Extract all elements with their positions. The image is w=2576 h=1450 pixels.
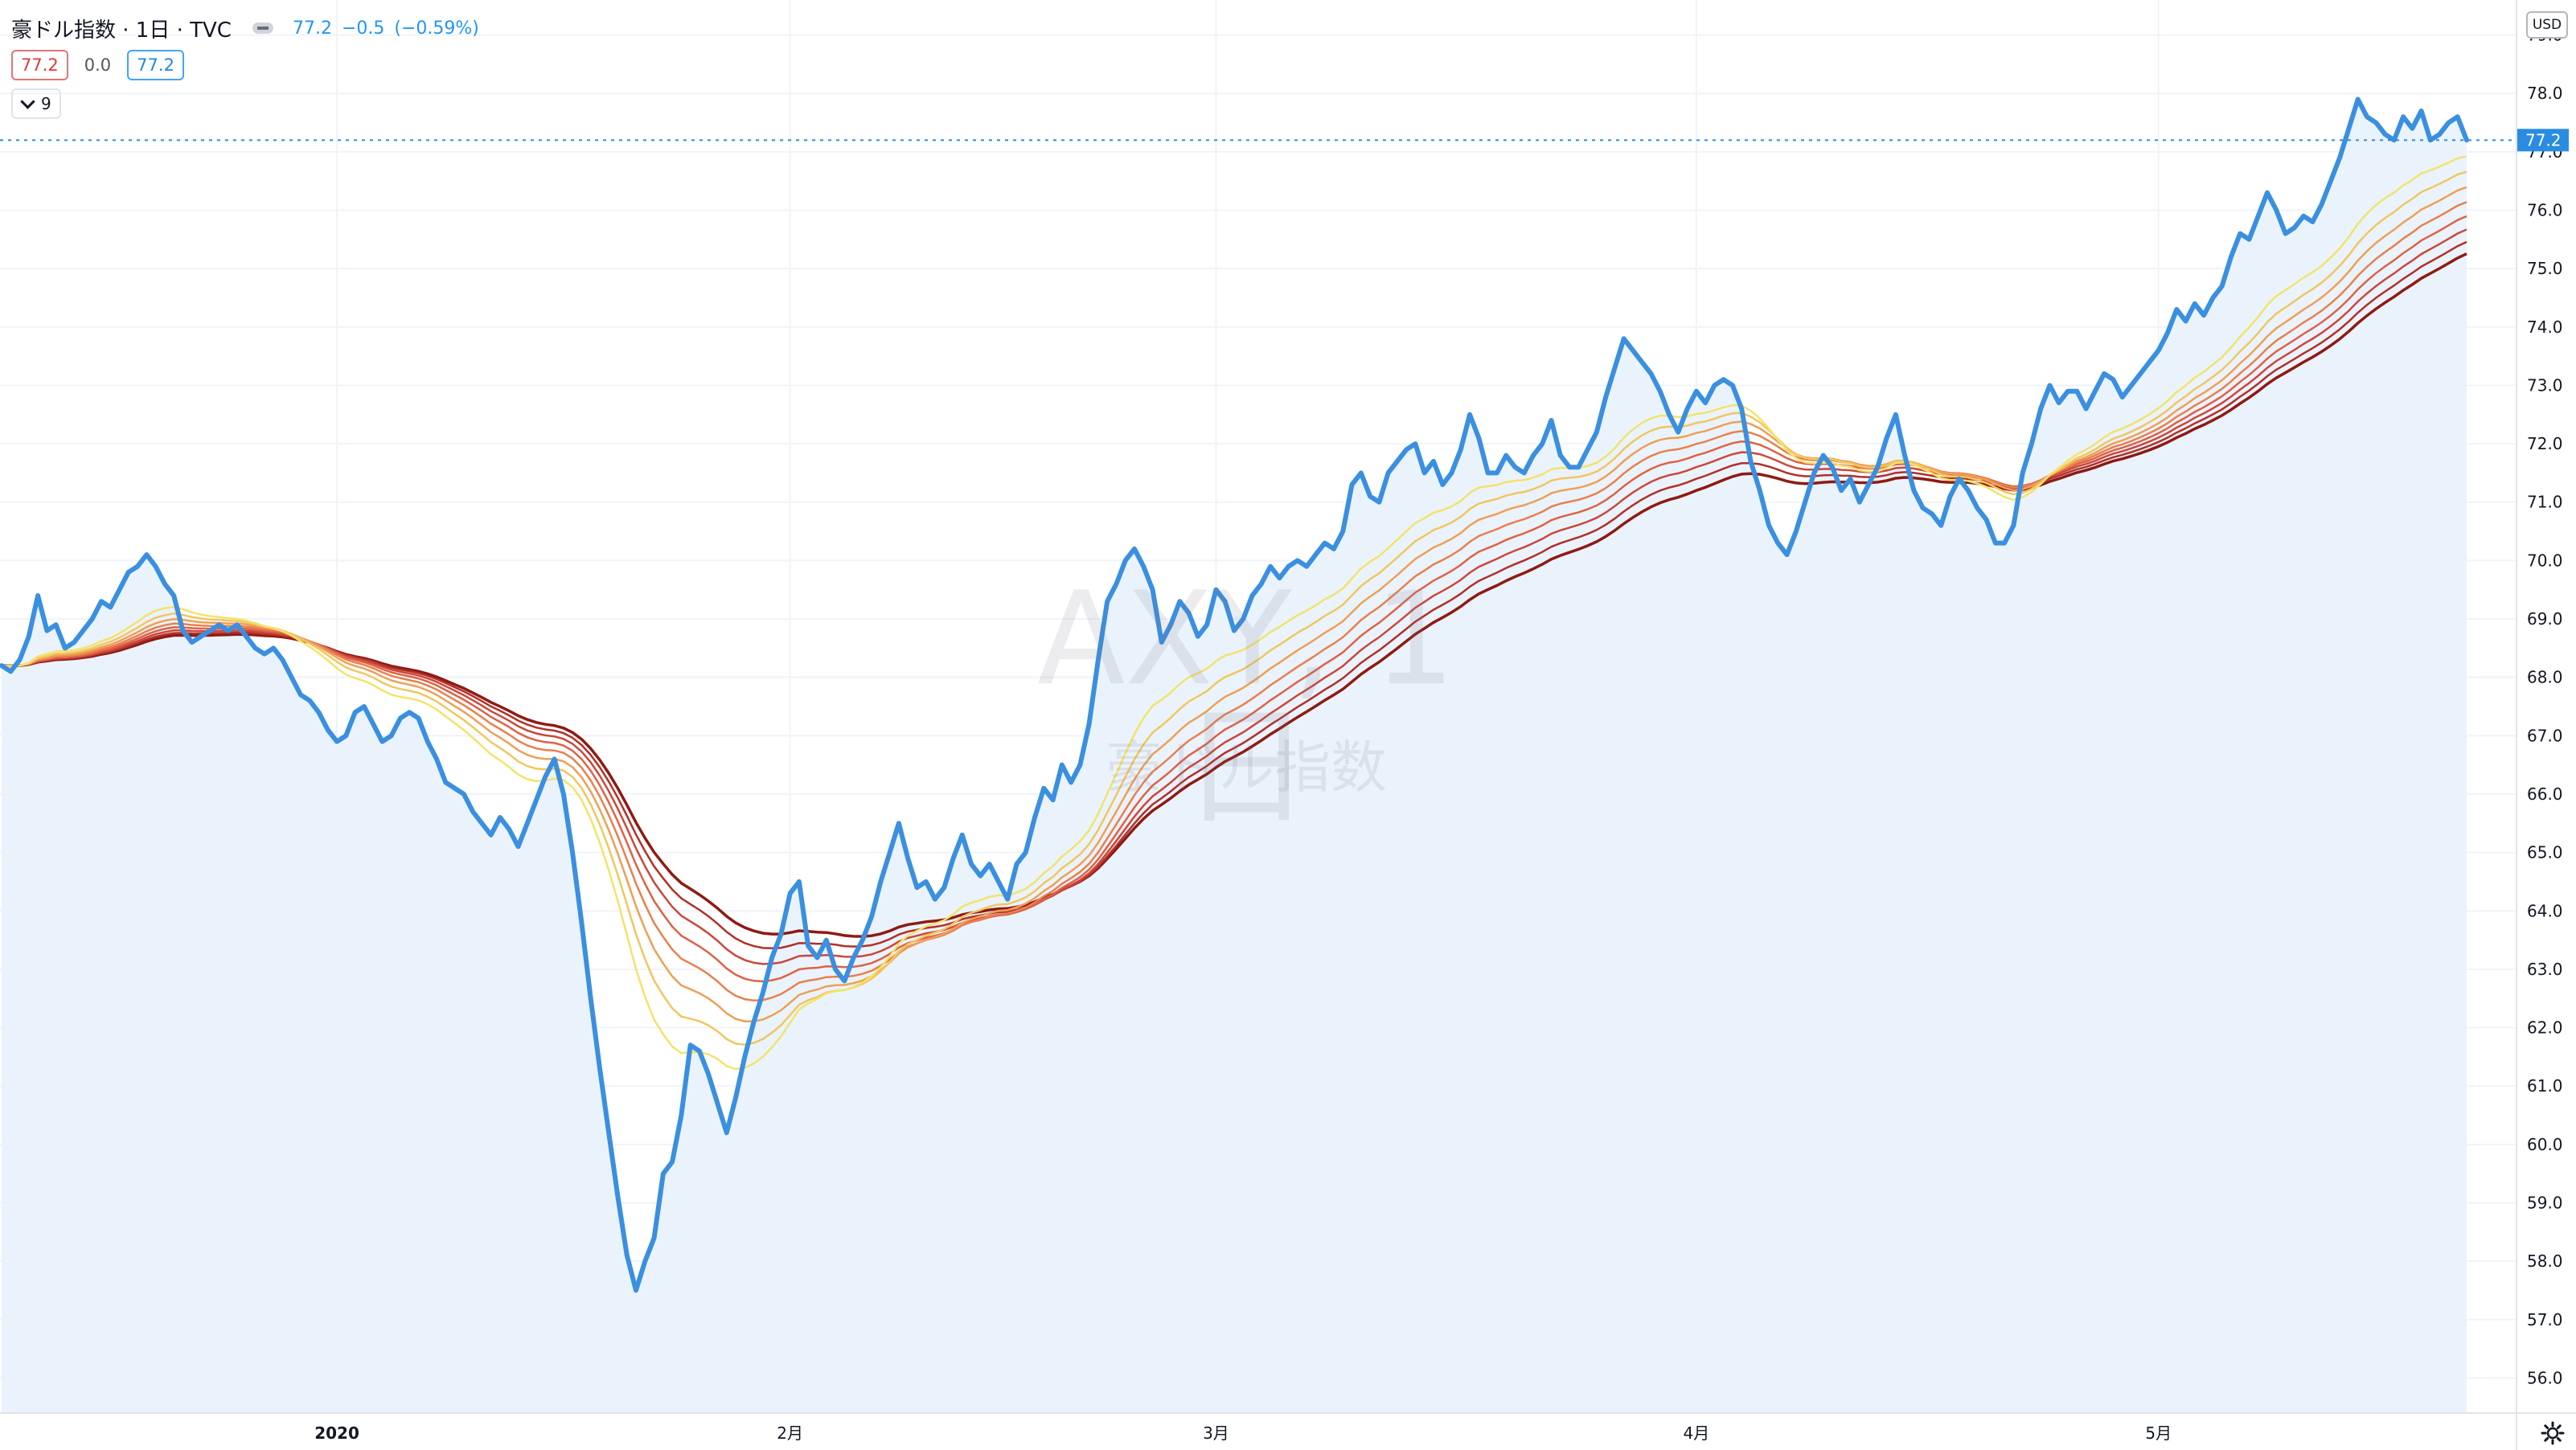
price-line (0, 96, 2469, 1293)
price-tick-label: 57.0 (2527, 1310, 2563, 1329)
change-percent: (−0.59%) (394, 18, 479, 39)
price-tick-label: 70.0 (2527, 551, 2563, 570)
price-tick-label: 71.0 (2527, 493, 2563, 512)
price-tick-label: 78.0 (2527, 84, 2563, 103)
last-price-tag-label: 77.2 (2525, 130, 2562, 150)
price-tick-label: 66.0 (2527, 784, 2563, 804)
gear-icon[interactable] (2541, 1421, 2565, 1445)
price-tick-label: 74.0 (2527, 317, 2563, 337)
price-tick-label: 60.0 (2527, 1135, 2563, 1154)
currency-button[interactable]: USD (2526, 11, 2568, 39)
price-tick-label: 61.0 (2527, 1076, 2563, 1096)
price-tick-label: 58.0 (2527, 1251, 2563, 1271)
ema-line-50 (1, 240, 2467, 950)
price-tick-label: 59.0 (2527, 1193, 2563, 1212)
price-tick-label: 67.0 (2527, 726, 2563, 745)
ema-line-45 (1, 228, 2467, 965)
last-price-tag-bg (2517, 129, 2569, 152)
time-tick-label: 3月 (1203, 1423, 1229, 1443)
quote-values: 77.2 −0.5 (−0.59%) (293, 18, 489, 39)
price-tick-label: 75.0 (2527, 259, 2563, 278)
market-status-icon[interactable] (252, 23, 273, 34)
last-value: 77.2 (292, 18, 332, 39)
ribbon-value-last: 77.2 (127, 50, 184, 80)
ema-line-20 (1, 155, 2467, 1071)
time-axis: 20202月3月4月5月6月7月8月9月10月11月12月202125 (314, 1423, 2172, 1443)
price-tick-label: 63.0 (2527, 960, 2563, 979)
chart-legend: 豪ドル指数 · 1日 · TVC 77.2 −0.5 (−0.59%) 77.2 0… (11, 10, 489, 121)
last-price-tag: 77.2 (2517, 129, 2569, 152)
time-tick-label: 2020 (314, 1423, 359, 1443)
price-tick-label: 73.0 (2527, 375, 2563, 395)
ribbon-value-middle: 0.0 (84, 55, 112, 75)
price-tick-label: 69.0 (2527, 609, 2563, 629)
time-tick-label: 4月 (1684, 1423, 1710, 1443)
price-tick-label: 65.0 (2527, 843, 2563, 862)
ema-line-55 (1, 252, 2467, 938)
price-tick-label: 56.0 (2527, 1368, 2563, 1387)
chevron-down-icon (20, 93, 35, 109)
indicators-collapse-button[interactable]: 9 (11, 88, 61, 119)
price-axis: 56.0 57.0 58.0 59.0 60.0 61.0 62.0 63.0 64.0 65.0… (2527, 26, 2563, 1388)
ema-ribbon (1, 155, 2467, 1071)
price-tick-label: 64.0 (2527, 901, 2563, 920)
ema-line-25 (1, 170, 2467, 1046)
price-tick-label: 76.0 (2527, 201, 2563, 220)
price-tick-label: 62.0 (2527, 1018, 2563, 1038)
symbol-title[interactable]: 豪ドル指数 · 1日 · TVC (11, 18, 232, 43)
time-tick-label: 5月 (2145, 1423, 2172, 1443)
price-tick-label: 68.0 (2527, 668, 2563, 687)
change-value: −0.5 (341, 18, 385, 39)
ribbon-value-first: 77.2 (11, 50, 68, 80)
time-tick-label: 2月 (777, 1423, 803, 1443)
indicator-count: 9 (41, 94, 51, 113)
price-tick-label: 72.0 (2527, 434, 2563, 453)
